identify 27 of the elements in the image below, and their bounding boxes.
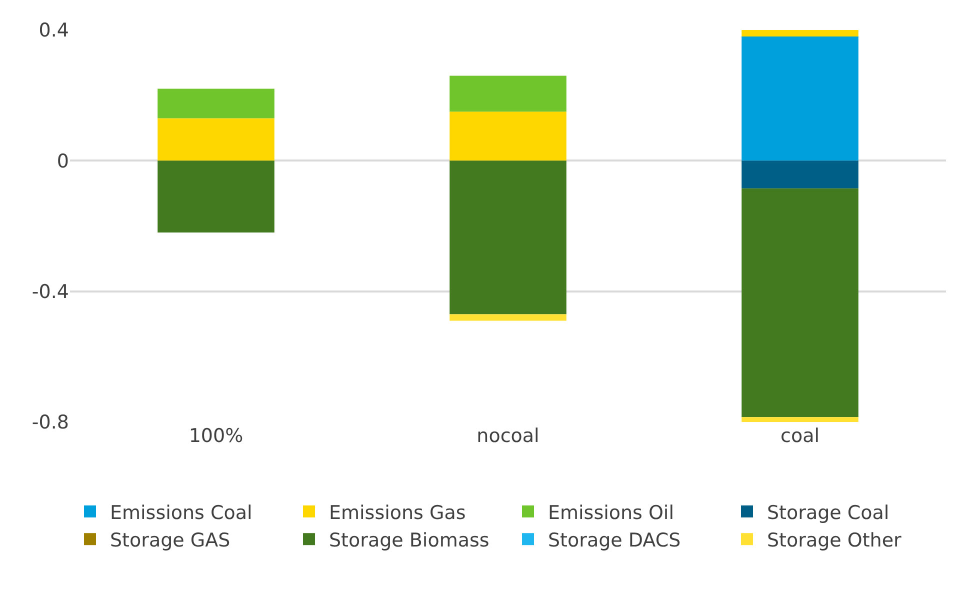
legend-label: Storage GAS: [110, 530, 230, 552]
legend-label: Emissions Oil: [548, 502, 674, 524]
y-tick-label: 0.4: [38, 20, 69, 42]
bar: [742, 36, 858, 161]
legend-label: Storage DACS: [548, 530, 681, 552]
bar: [450, 76, 566, 112]
y-tick-label: -0.4: [32, 280, 69, 303]
legend-label: Storage Coal: [767, 502, 890, 524]
x-tick-label: 100%: [188, 425, 244, 447]
bar: [742, 417, 858, 422]
y-tick-label: -0.8: [32, 412, 69, 434]
bar: [158, 88, 274, 118]
bar: [158, 160, 274, 233]
bar: [450, 160, 566, 314]
bar: [450, 314, 566, 321]
legend-label: Emissions Coal: [110, 502, 252, 524]
legend-label: Storage Biomass: [329, 530, 490, 552]
bar: [742, 160, 858, 188]
bar: [450, 112, 566, 161]
bar: [742, 188, 858, 418]
legend-label: Emissions Gas: [329, 502, 466, 524]
x-tick-label: nocoal: [476, 425, 540, 447]
bar: [158, 118, 274, 161]
legend-label: Storage Other: [767, 530, 902, 552]
y-tick-label: 0: [56, 150, 69, 172]
x-tick-label: coal: [780, 425, 820, 447]
bar: [742, 30, 858, 37]
